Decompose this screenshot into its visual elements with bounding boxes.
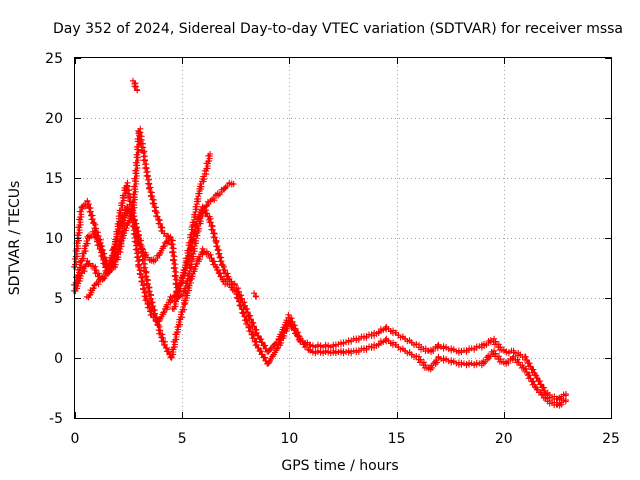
marker-trace	[83, 125, 173, 301]
grid	[75, 58, 611, 418]
chart-title: Day 352 of 2024, Sidereal Day-to-day VTE…	[53, 21, 623, 37]
y-tick-label: 5	[54, 291, 63, 307]
y-tick-label: 0	[54, 351, 63, 367]
data-marks	[71, 77, 569, 409]
y-tick-label: 10	[45, 231, 63, 247]
marker-trace	[71, 203, 569, 403]
series-isolated	[251, 290, 260, 300]
x-tick-label: 0	[71, 431, 80, 447]
marker-trace	[251, 290, 260, 300]
x-tick-label: 15	[388, 431, 406, 447]
y-tick-label: 25	[45, 51, 63, 67]
y-tick-label: 20	[45, 111, 63, 127]
x-axis-title: GPS time / hours	[281, 458, 398, 474]
x-tick-label: 5	[178, 431, 187, 447]
x-tick-label: 25	[602, 431, 620, 447]
y-tick-label: -5	[49, 411, 63, 427]
x-axis: 0 5 10 15 20 25	[71, 58, 620, 447]
x-tick-label: 10	[280, 431, 298, 447]
series-track-e	[169, 151, 214, 313]
marker-trace	[71, 209, 569, 409]
y-axis: -5 0 5 10 15 20 25	[45, 51, 611, 427]
plot-frame	[74, 57, 612, 419]
series-track-c	[71, 209, 569, 409]
x-tick-label: 20	[495, 431, 513, 447]
marker-trace	[129, 77, 141, 94]
series-spike	[129, 77, 141, 94]
marker-trace	[169, 151, 214, 313]
y-axis-title: SDTVAR / TECUs	[7, 181, 23, 296]
series-track-d	[83, 125, 173, 301]
series-track-b	[71, 203, 569, 403]
y-tick-label: 15	[45, 171, 63, 187]
